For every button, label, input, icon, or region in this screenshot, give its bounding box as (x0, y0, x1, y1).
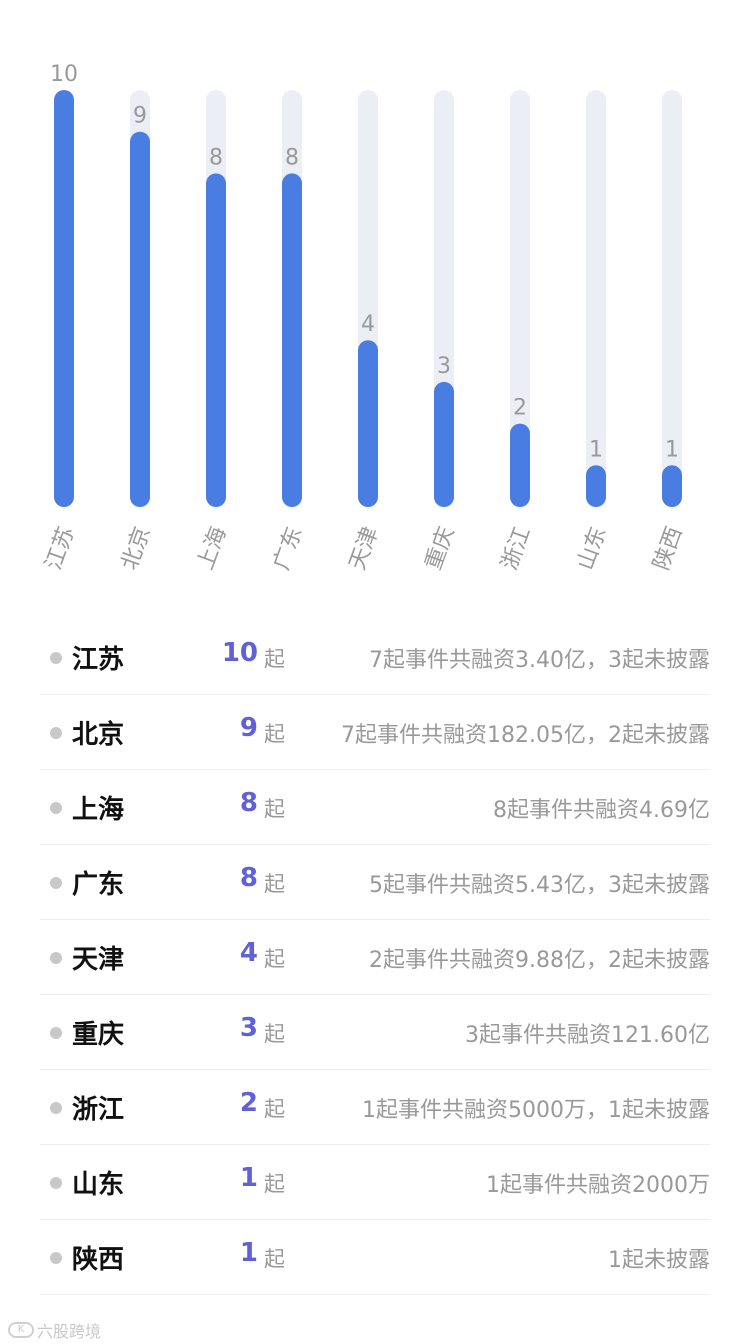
bar-value-label: 2 (513, 396, 527, 421)
bar-value-label: 3 (437, 354, 451, 379)
financing-description: 1起事件共融资2000万 (486, 1173, 710, 1198)
financing-description: 8起事件共融资4.69亿 (493, 798, 710, 823)
bar-track (510, 90, 530, 507)
bullet-dot-icon (50, 1102, 62, 1114)
bullet-dot-icon (50, 727, 62, 739)
category-label: 广东 (269, 524, 308, 574)
event-count: 8 (239, 863, 258, 893)
financing-description: 7起事件共融资182.05亿，2起未披露 (341, 723, 710, 748)
list-item: 山东 1 起 1起事件共融资2000万 (40, 1145, 710, 1220)
bullet-dot-icon (50, 1177, 62, 1189)
watermark-text: 六股跨境 (37, 1322, 102, 1341)
bullet-dot-icon (50, 952, 62, 964)
province-name: 陕西 (72, 1245, 125, 1275)
province-list: 江苏 10 起 7起事件共融资3.40亿，3起未披露 北京 9 起 7起事件共融资182.05… (40, 620, 710, 1295)
financing-description: 2起事件共融资9.88亿，2起未披露 (369, 948, 710, 973)
bar-track (662, 90, 682, 507)
category-label: 浙江 (497, 524, 536, 574)
bar-value-label: 8 (209, 145, 223, 170)
event-count: 9 (239, 713, 258, 743)
bar-value-label: 8 (285, 145, 299, 170)
bar (586, 465, 606, 507)
bar (130, 131, 150, 507)
watermark-logo-icon: K (8, 1322, 34, 1338)
count-unit: 起 (264, 1097, 285, 1121)
bullet-dot-icon (50, 652, 62, 664)
bar-value-label: 1 (665, 437, 679, 462)
event-count: 1 (239, 1163, 258, 1193)
list-item: 陕西 1 起 1起未披露 (40, 1220, 710, 1295)
province-name: 广东 (72, 870, 125, 900)
financing-description: 7起事件共融资3.40亿，3起未披露 (369, 648, 710, 673)
count-unit: 起 (264, 1022, 285, 1046)
financing-description: 3起事件共融资121.60亿 (465, 1023, 710, 1048)
category-labels: 江苏 北京 上海 广东 天津 重庆 浙江 山东 陕西 (41, 524, 688, 574)
bar (434, 381, 454, 507)
financing-description: 1起未披露 (608, 1248, 710, 1273)
bar (510, 423, 530, 507)
bar-value-label: 4 (361, 312, 375, 337)
list-item: 重庆 3 起 3起事件共融资121.60亿 (40, 995, 710, 1070)
count-unit: 起 (264, 722, 285, 746)
event-count: 10 (221, 638, 258, 668)
bar (282, 173, 302, 507)
list-item: 上海 8 起 8起事件共融资4.69亿 (40, 770, 710, 845)
list-item: 江苏 10 起 7起事件共融资3.40亿，3起未披露 (40, 620, 710, 695)
bullet-dot-icon (50, 1252, 62, 1264)
category-label: 山东 (573, 524, 612, 574)
category-label: 陕西 (649, 524, 688, 574)
province-name: 上海 (72, 795, 125, 825)
category-label: 上海 (193, 524, 232, 574)
event-count: 4 (239, 938, 258, 968)
province-name: 浙江 (72, 1095, 125, 1125)
bar (662, 465, 682, 507)
list-item: 浙江 2 起 1起事件共融资5000万，1起未披露 (40, 1070, 710, 1145)
bullet-dot-icon (50, 1027, 62, 1039)
bullet-dot-icon (50, 877, 62, 889)
bar-value-label: 10 (50, 62, 78, 87)
category-label: 北京 (117, 524, 156, 574)
count-unit: 起 (264, 1247, 285, 1271)
province-name: 天津 (72, 945, 125, 975)
event-count: 2 (239, 1088, 258, 1118)
bar (358, 340, 378, 507)
bar-chart: 10 9 8 8 4 3 2 1 1 江苏 北京 上海 广东 天津 重庆 浙江 山东 陕西 (41, 62, 688, 574)
province-name: 江苏 (72, 645, 125, 675)
bar-value-label: 1 (589, 437, 603, 462)
count-unit: 起 (264, 1172, 285, 1196)
financing-description: 5起事件共融资5.43亿，3起未披露 (369, 873, 710, 898)
bullet-dot-icon (50, 802, 62, 814)
bar-value-label: 9 (133, 104, 147, 129)
count-unit: 起 (264, 797, 285, 821)
list-item: 天津 4 起 2起事件共融资9.88亿，2起未披露 (40, 920, 710, 995)
bar (54, 90, 74, 507)
category-label: 江苏 (41, 524, 80, 574)
event-count: 3 (239, 1013, 258, 1043)
list-item: 广东 8 起 5起事件共融资5.43亿，3起未披露 (40, 845, 710, 920)
count-unit: 起 (264, 947, 285, 971)
financing-description: 1起事件共融资5000万，1起未披露 (362, 1098, 710, 1123)
event-count: 8 (239, 788, 258, 818)
bar-track (586, 90, 606, 507)
count-unit: 起 (264, 872, 285, 896)
category-label: 天津 (345, 524, 384, 574)
province-name: 北京 (72, 720, 125, 750)
province-name: 重庆 (72, 1020, 125, 1050)
count-unit: 起 (264, 647, 285, 671)
province-name: 山东 (72, 1170, 125, 1200)
list-item: 北京 9 起 7起事件共融资182.05亿，2起未披露 (40, 695, 710, 770)
bar (206, 173, 226, 507)
watermark: K 六股跨境 (8, 1318, 101, 1342)
bar-value-labels: 10 9 8 8 4 3 2 1 1 (50, 62, 679, 462)
category-label: 重庆 (421, 524, 460, 574)
bars (54, 90, 682, 507)
event-count: 1 (239, 1238, 258, 1268)
